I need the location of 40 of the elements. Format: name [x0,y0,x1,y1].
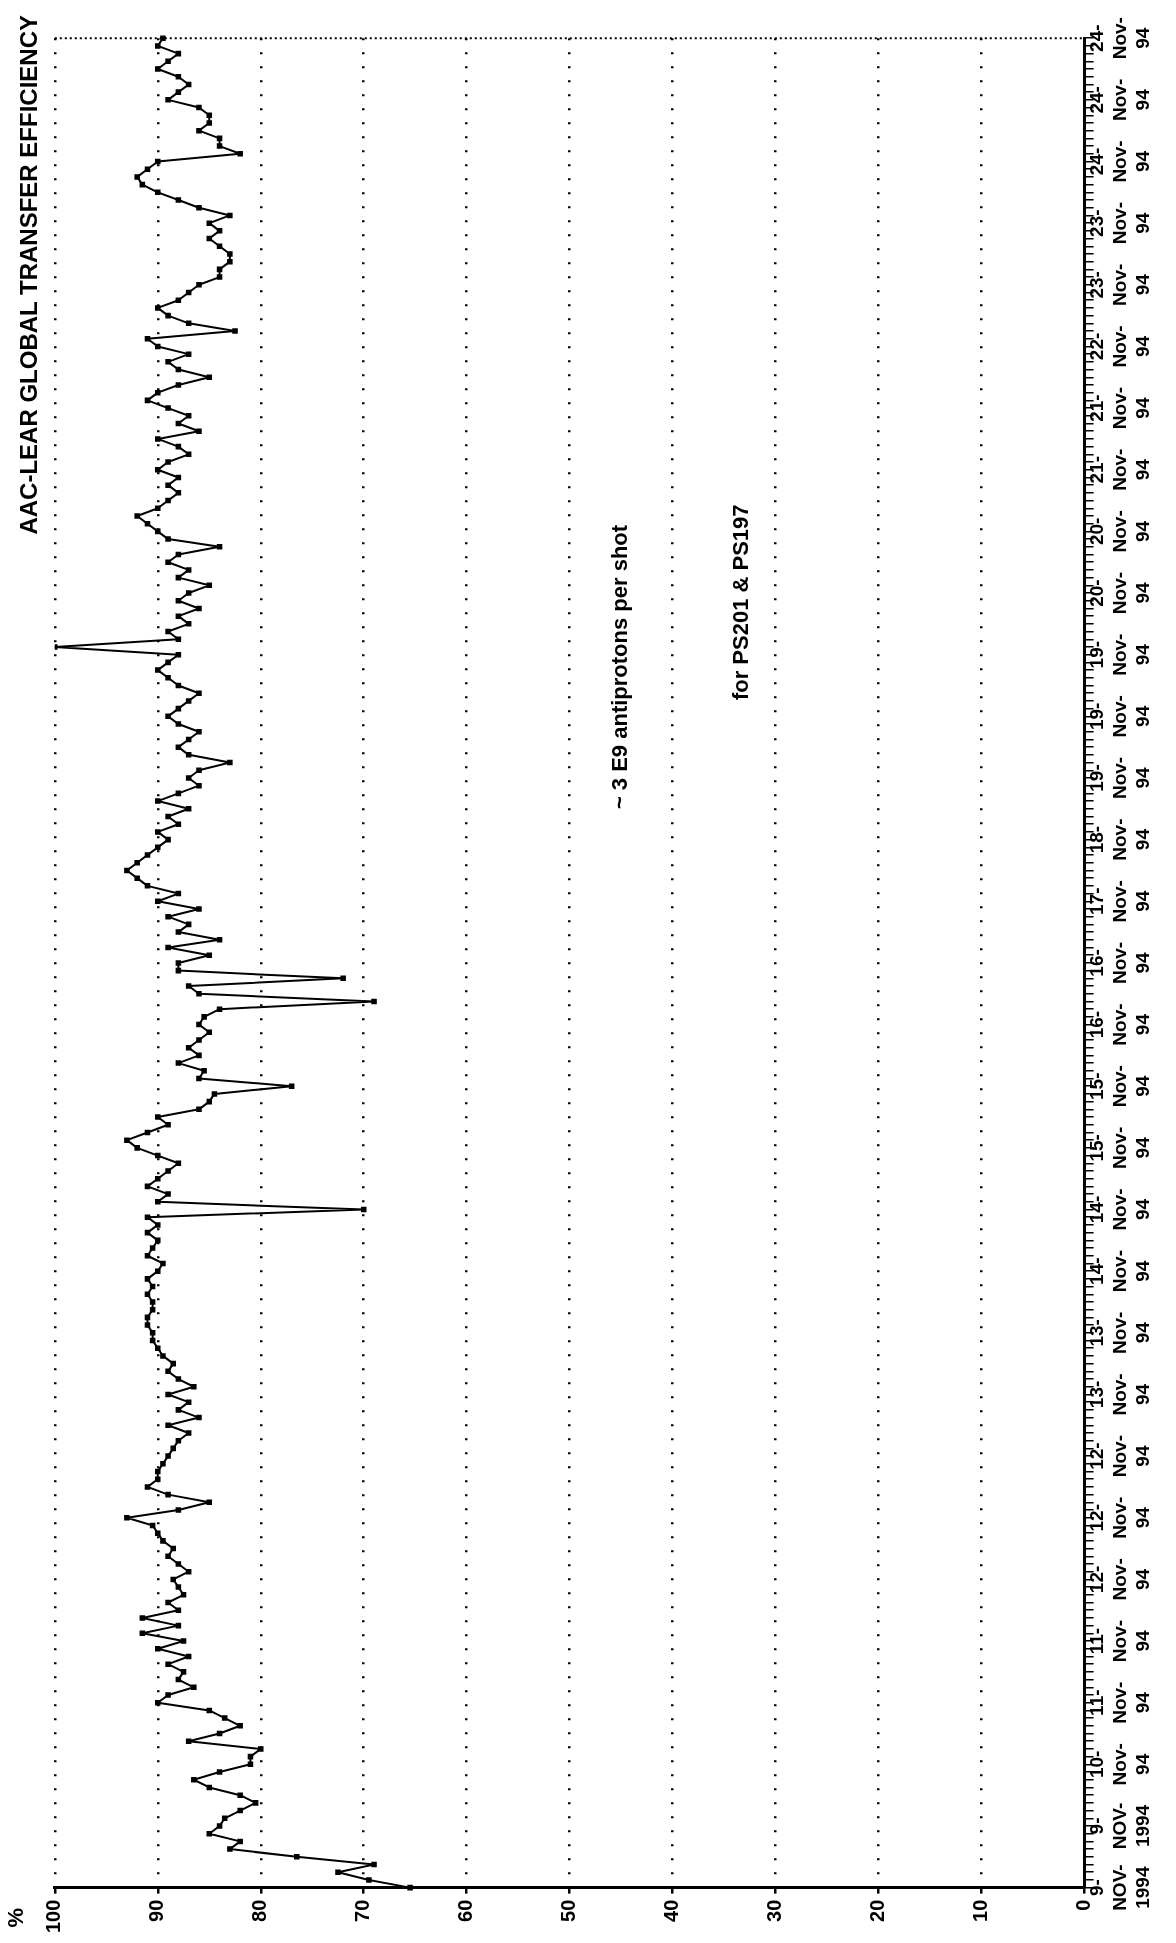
y-tick-label: 19-Nov-94 [1086,633,1153,676]
y-tick-label: 24-Nov-94 [1086,17,1153,60]
y-tick-label: 18-Nov-94 [1086,818,1153,861]
y-tick-label: 22-Nov-94 [1086,325,1153,368]
y-tick-label: 19-Nov-94 [1086,695,1153,738]
x-tick-label: 60 [454,1899,477,1922]
y-tick-label: 24-Nov-94 [1086,78,1153,121]
text: % [2,1907,28,1928]
y-tick-label: 15-Nov-94 [1086,1065,1153,1108]
y-tick-label: 12-Nov-94 [1086,1558,1153,1601]
y-tick-label: 11-Nov-94 [1086,1681,1153,1724]
x-tick-label: 80 [248,1899,271,1922]
y-tick-label: 23-Nov-94 [1086,202,1153,245]
y-tick-label: 14-Nov-94 [1086,1188,1153,1231]
x-tick-label: 100 [42,1899,65,1934]
annotation: ~ 3 E9 antiprotons per shot [607,524,633,810]
y-tick-label: 14-Nov-94 [1086,1250,1153,1293]
y-tick-label: 23-Nov-94 [1086,263,1153,306]
y-tick-label: 24-Nov-94 [1086,140,1153,183]
y-tick-label: 9-NOV-1994 [1086,1802,1153,1850]
y-tick-label: 19-Nov-94 [1086,756,1153,800]
y-tick-label: 21-Nov-94 [1086,386,1153,430]
text: AAC-LEAR GLOBAL TRANSFER EFFICIENCY [15,15,43,535]
y-tick-label: 15-Nov-94 [1086,1126,1153,1169]
x-tick-label: 40 [660,1899,683,1922]
y-tick-label: 20-Nov-94 [1086,510,1153,553]
x-tick-label: 50 [557,1899,580,1922]
x-tick-label: 20 [866,1899,889,1922]
y-tick-label: 21-Nov-94 [1086,448,1153,491]
y-tick-label: 16-Nov-94 [1086,941,1153,985]
y-tick-label: 16-Nov-94 [1086,1003,1153,1046]
x-tick-label: 30 [763,1899,786,1922]
x-tick-label: 10 [969,1899,992,1922]
y-tick-label: 13-Nov-94 [1086,1373,1153,1416]
y-tick-label: 20-Nov-94 [1086,571,1153,615]
y-tick-label: 17-Nov-94 [1086,880,1153,923]
x-tick-label: 90 [145,1899,168,1922]
y-tick-label: 10-Nov-94 [1086,1743,1153,1786]
annotation: for PS201 & PS197 [727,504,753,701]
x-tick-label: 70 [351,1899,374,1922]
